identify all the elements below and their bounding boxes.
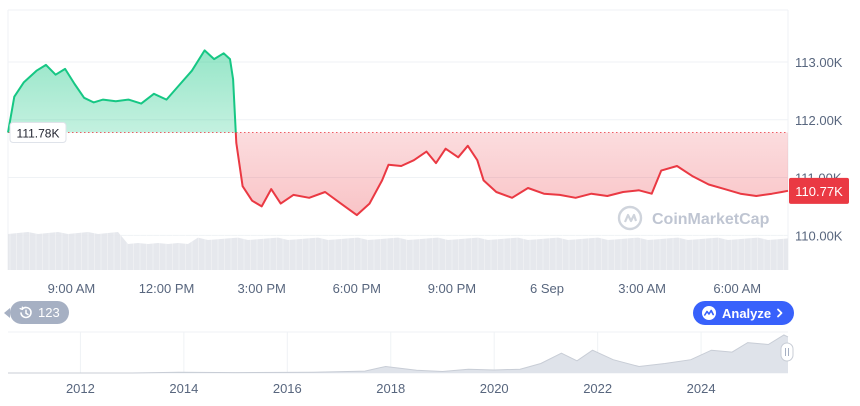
area-below-baseline [8,132,788,216]
drag-handle-icon[interactable] [780,342,794,362]
logo-mark [623,213,638,223]
navigator-chart[interactable]: 2012 2014 2016 2018 2020 2022 2024 [8,331,794,396]
navigator-year-label: 2020 [480,381,509,396]
current-price-box [789,177,849,204]
y-tick-label: 112.00K [795,113,843,128]
navigator-year-label: 2018 [376,381,405,396]
x-axis: 9:00 AM 12:00 PM 3:00 PM 6:00 PM 9:00 PM 6 Se… [48,281,762,296]
analyze-button[interactable]: Analyze [693,301,795,325]
baseline-label-text: 111.78K [17,126,60,140]
logo-ring [617,205,643,231]
x-tick-label: 3:00 PM [237,281,285,296]
price-line-down [7,132,789,217]
history-clock-icon [19,306,33,320]
watermark-text: CoinMarketCap [652,211,770,228]
current-price-label: 110.77K [789,177,849,204]
history-button-notch [4,308,10,318]
chevron-right-icon [776,308,784,318]
navigator-line [8,334,789,374]
analyze-label: Analyze [722,305,772,321]
x-tick-label: 9:00 AM [48,281,96,296]
baseline-label-box [9,121,67,143]
navigator-year-label: 2014 [169,381,198,396]
watermark: CoinMarketCap [617,205,770,231]
price-areas [8,50,788,216]
price-line-up [7,49,237,133]
navigator-area [8,335,788,373]
x-tick-label: 6:00 PM [333,281,381,296]
area-above-baseline [8,50,236,133]
baseline-label: 111.78K [9,121,67,143]
navigator-year-label: 2022 [583,381,612,396]
volume-area [8,232,788,270]
y-tick-label: 113.00K [795,55,843,70]
history-count: 123 [38,305,60,320]
x-tick-label: 9:00 PM [428,281,476,296]
x-tick-label: 6:00 AM [713,281,761,296]
drag-handle-body [780,342,794,362]
volume-bars [8,232,788,270]
price-lines [7,49,789,217]
price-labels: 111.78K 110.77K [9,121,849,204]
current-price-text: 110.77K [795,184,843,199]
navigator-year-label: 2012 [66,381,95,396]
y-tick-label: 110.00K [795,228,843,243]
analyze-icon [701,305,717,321]
navigator-year-label: 2024 [687,381,716,396]
x-tick-label: 3:00 AM [618,281,666,296]
coinmarketcap-logo [617,205,643,231]
x-tick-label: 6 Sep [530,281,564,296]
history-button[interactable]: 123 [4,301,69,324]
x-tick-label: 12:00 PM [139,281,195,296]
navigator-year-label: 2016 [273,381,302,396]
